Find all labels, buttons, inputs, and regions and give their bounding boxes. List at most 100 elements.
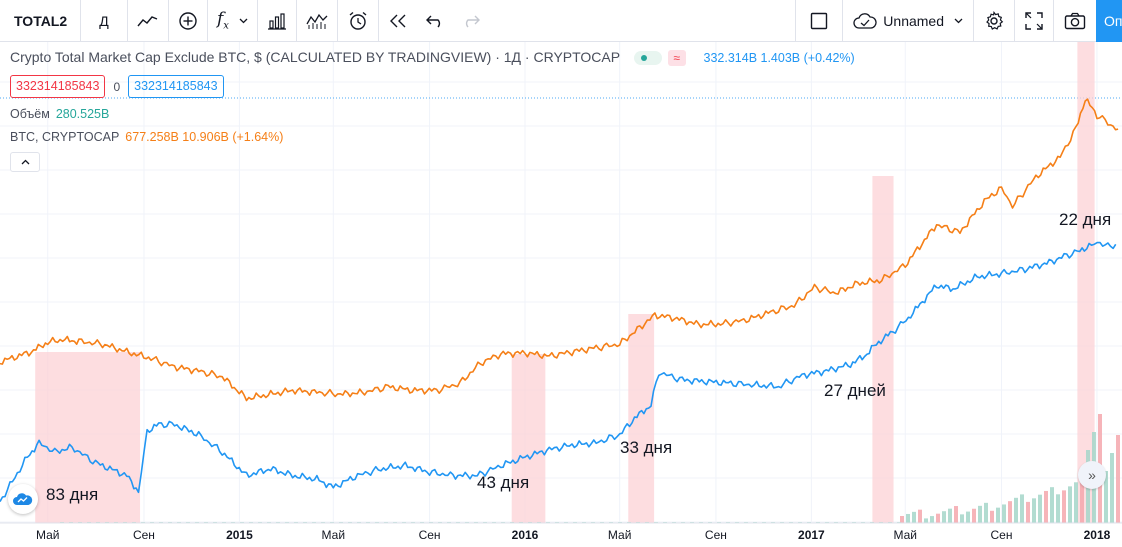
highlight-label-4: 27 дней (824, 381, 886, 400)
series-title: Crypto Total Market Cap Exclude BTC, $ (… (10, 49, 620, 65)
volume-bar (1104, 471, 1108, 523)
x-tick-label: 2015 (226, 528, 253, 542)
volume-bar (996, 507, 1000, 523)
total2-line (0, 241, 1117, 502)
highlight-label-2: 43 дня (477, 473, 529, 492)
volume-bar (918, 509, 922, 523)
volume-bar (936, 513, 940, 523)
highlight-period-1 (35, 352, 141, 523)
highlight-periods (35, 42, 1095, 523)
camera-icon (1064, 12, 1086, 30)
volume-bar (1026, 501, 1030, 523)
toolbar-divider (80, 0, 81, 42)
volume-bar (924, 518, 928, 523)
volume-value: 280.525B (55, 107, 110, 121)
x-tick-label: Сен (991, 528, 1013, 542)
save-layout-button[interactable]: Unnamed (843, 0, 973, 42)
toolbar-divider (1014, 0, 1015, 42)
value-inputs: 332314185843 0 332314185843 (10, 75, 224, 98)
x-tick-label: Сен (133, 528, 155, 542)
highlight-period-3 (628, 314, 655, 523)
time-axis-background (0, 523, 1122, 547)
series-values: 332.314B 1.403B (+0.42%) (703, 51, 855, 65)
highlight-labels: 83 дня 43 дня 33 дня 27 дней 22 дня (46, 210, 1111, 504)
volume-bar (906, 513, 910, 523)
price-chart[interactable]: 83 дня 43 дня 33 дня 27 дней 22 дня Май Сен 20… (0, 42, 1122, 547)
volume-legend: Объём 280.525B (10, 107, 109, 121)
btc-label: BTC, CRYPTOCAP (10, 130, 120, 144)
volume-bar (1116, 435, 1120, 523)
cloud-logo-icon (13, 493, 33, 505)
toolbar-divider (127, 0, 128, 42)
zero-value: 0 (113, 79, 121, 94)
fx-label: f (217, 9, 224, 30)
templates-button[interactable] (297, 0, 337, 42)
volume-bar (1068, 486, 1072, 523)
undo-button[interactable] (417, 0, 453, 42)
compare-button[interactable] (169, 0, 207, 42)
time-axis: Май Сен 2015 Май Сен 2016 Май Сен 2017 Май Сен 2018 (0, 522, 1122, 547)
interval-button[interactable]: Д (99, 12, 109, 29)
replay-button[interactable] (379, 0, 417, 42)
volume-bar (1038, 494, 1042, 523)
redo-icon (465, 15, 480, 27)
toolbar-divider (842, 0, 844, 42)
financials-button[interactable] (258, 0, 296, 42)
toolbar-divider (207, 0, 208, 42)
volume-bar (912, 511, 916, 523)
btc-legend: BTC, CRYPTOCAP 677.258B 10.906B (+1.64%) (10, 130, 283, 144)
volume-bar (1062, 490, 1066, 523)
volume-bar (972, 508, 976, 523)
plus-circle-icon (179, 11, 197, 30)
main-series-legend: Crypto Total Market Cap Exclude BTC, $ (… (10, 49, 855, 67)
toolbar-divider (295, 0, 297, 42)
indicators-button[interactable]: fx (208, 0, 257, 42)
publish-button[interactable]: Оп (1096, 0, 1122, 42)
fullscreen-button[interactable] (1015, 0, 1053, 42)
volume-bar (1074, 482, 1078, 523)
highlight-period-4 (872, 176, 894, 523)
x-tick-label: Май (322, 528, 346, 542)
rewind-icon (389, 14, 406, 27)
snapshot-button[interactable] (1054, 0, 1096, 42)
volume-bar (1008, 501, 1012, 523)
x-tick-label: Сен (705, 528, 727, 542)
volume-bar (954, 506, 958, 523)
volume-bar (942, 511, 946, 523)
top-toolbar: TOTAL2 Д fx Unnamed (0, 0, 1122, 42)
x-tick-label: Май (894, 528, 918, 542)
collapse-legend-button[interactable] (10, 152, 40, 172)
fx-icon: fx (217, 9, 229, 32)
toolbar-divider (1053, 0, 1054, 42)
volume-bars (60, 414, 1120, 523)
btc-line (0, 98, 1119, 402)
volume-bar (1056, 494, 1060, 523)
highlight-label-1: 83 дня (46, 485, 98, 504)
select-layout-button[interactable] (796, 0, 842, 42)
scroll-to-realtime-button[interactable]: » (1078, 461, 1106, 489)
market-status-icon (633, 51, 662, 66)
chevron-down-icon (239, 18, 248, 23)
highlight-period-2 (511, 354, 546, 523)
line-chart-icon (137, 15, 158, 26)
redo-button[interactable] (453, 0, 489, 42)
toolbar-right: Unnamed Оп (795, 0, 1122, 42)
approx-icon: ≈ (667, 50, 686, 67)
volume-bar (990, 510, 994, 523)
symbol-search[interactable]: TOTAL2 (14, 12, 68, 29)
gear-icon (986, 11, 1004, 30)
chart-grid (0, 42, 1122, 523)
volume-label: Объём (10, 107, 50, 121)
blue-value-input[interactable]: 332314185843 (128, 75, 224, 98)
btc-values: 677.258B 10.906B (+1.64%) (125, 130, 284, 144)
layout-name: Unnamed (883, 13, 944, 29)
settings-button[interactable] (974, 0, 1014, 42)
volume-bar (1014, 497, 1018, 523)
highlight-label-5: 22 дня (1059, 210, 1111, 229)
toolbar-divider (973, 0, 974, 42)
chart-type-button[interactable] (128, 0, 168, 42)
alert-button[interactable] (338, 0, 378, 42)
red-value-input[interactable]: 332314185843 (10, 75, 106, 98)
tradingview-logo-button[interactable] (8, 484, 38, 514)
volume-bar (1080, 468, 1084, 523)
